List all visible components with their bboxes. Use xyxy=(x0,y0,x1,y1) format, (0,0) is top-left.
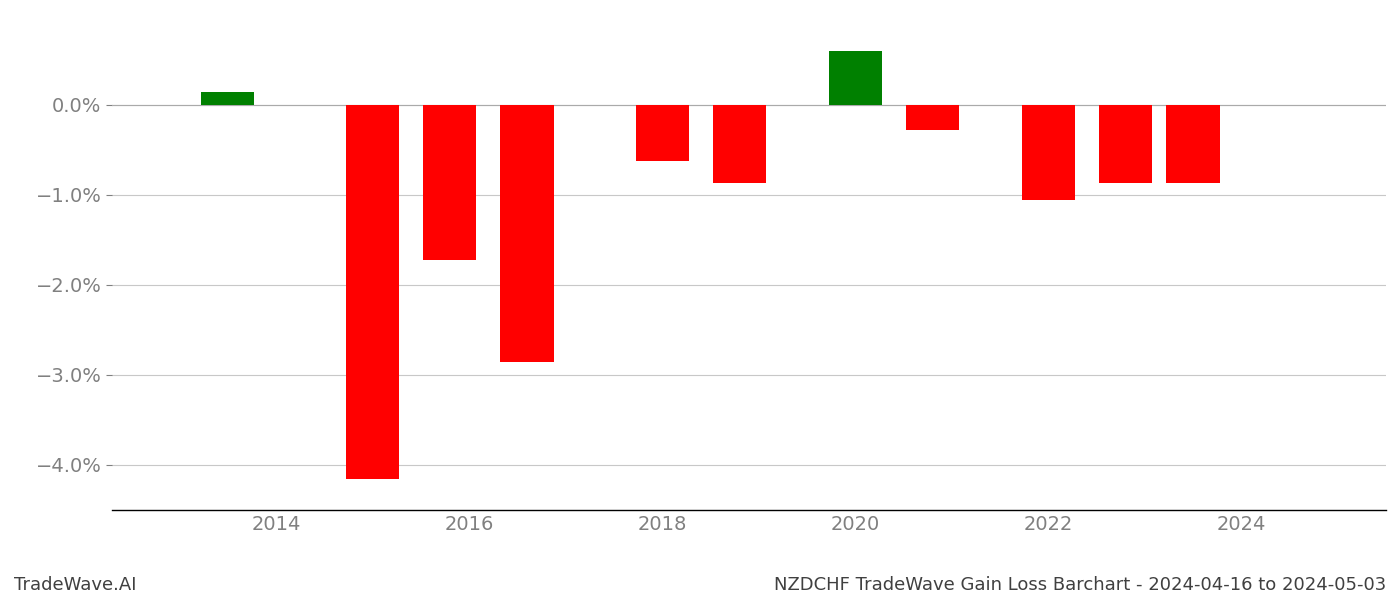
Bar xyxy=(636,105,689,161)
Bar xyxy=(202,91,255,105)
Bar xyxy=(1099,105,1152,184)
Bar xyxy=(500,105,553,361)
Bar xyxy=(1022,105,1075,199)
Bar xyxy=(829,51,882,105)
Bar xyxy=(346,105,399,479)
Bar xyxy=(713,105,766,184)
Bar xyxy=(906,105,959,130)
Text: TradeWave.AI: TradeWave.AI xyxy=(14,576,137,594)
Bar xyxy=(1166,105,1219,184)
Text: NZDCHF TradeWave Gain Loss Barchart - 2024-04-16 to 2024-05-03: NZDCHF TradeWave Gain Loss Barchart - 20… xyxy=(774,576,1386,594)
Bar xyxy=(423,105,476,260)
